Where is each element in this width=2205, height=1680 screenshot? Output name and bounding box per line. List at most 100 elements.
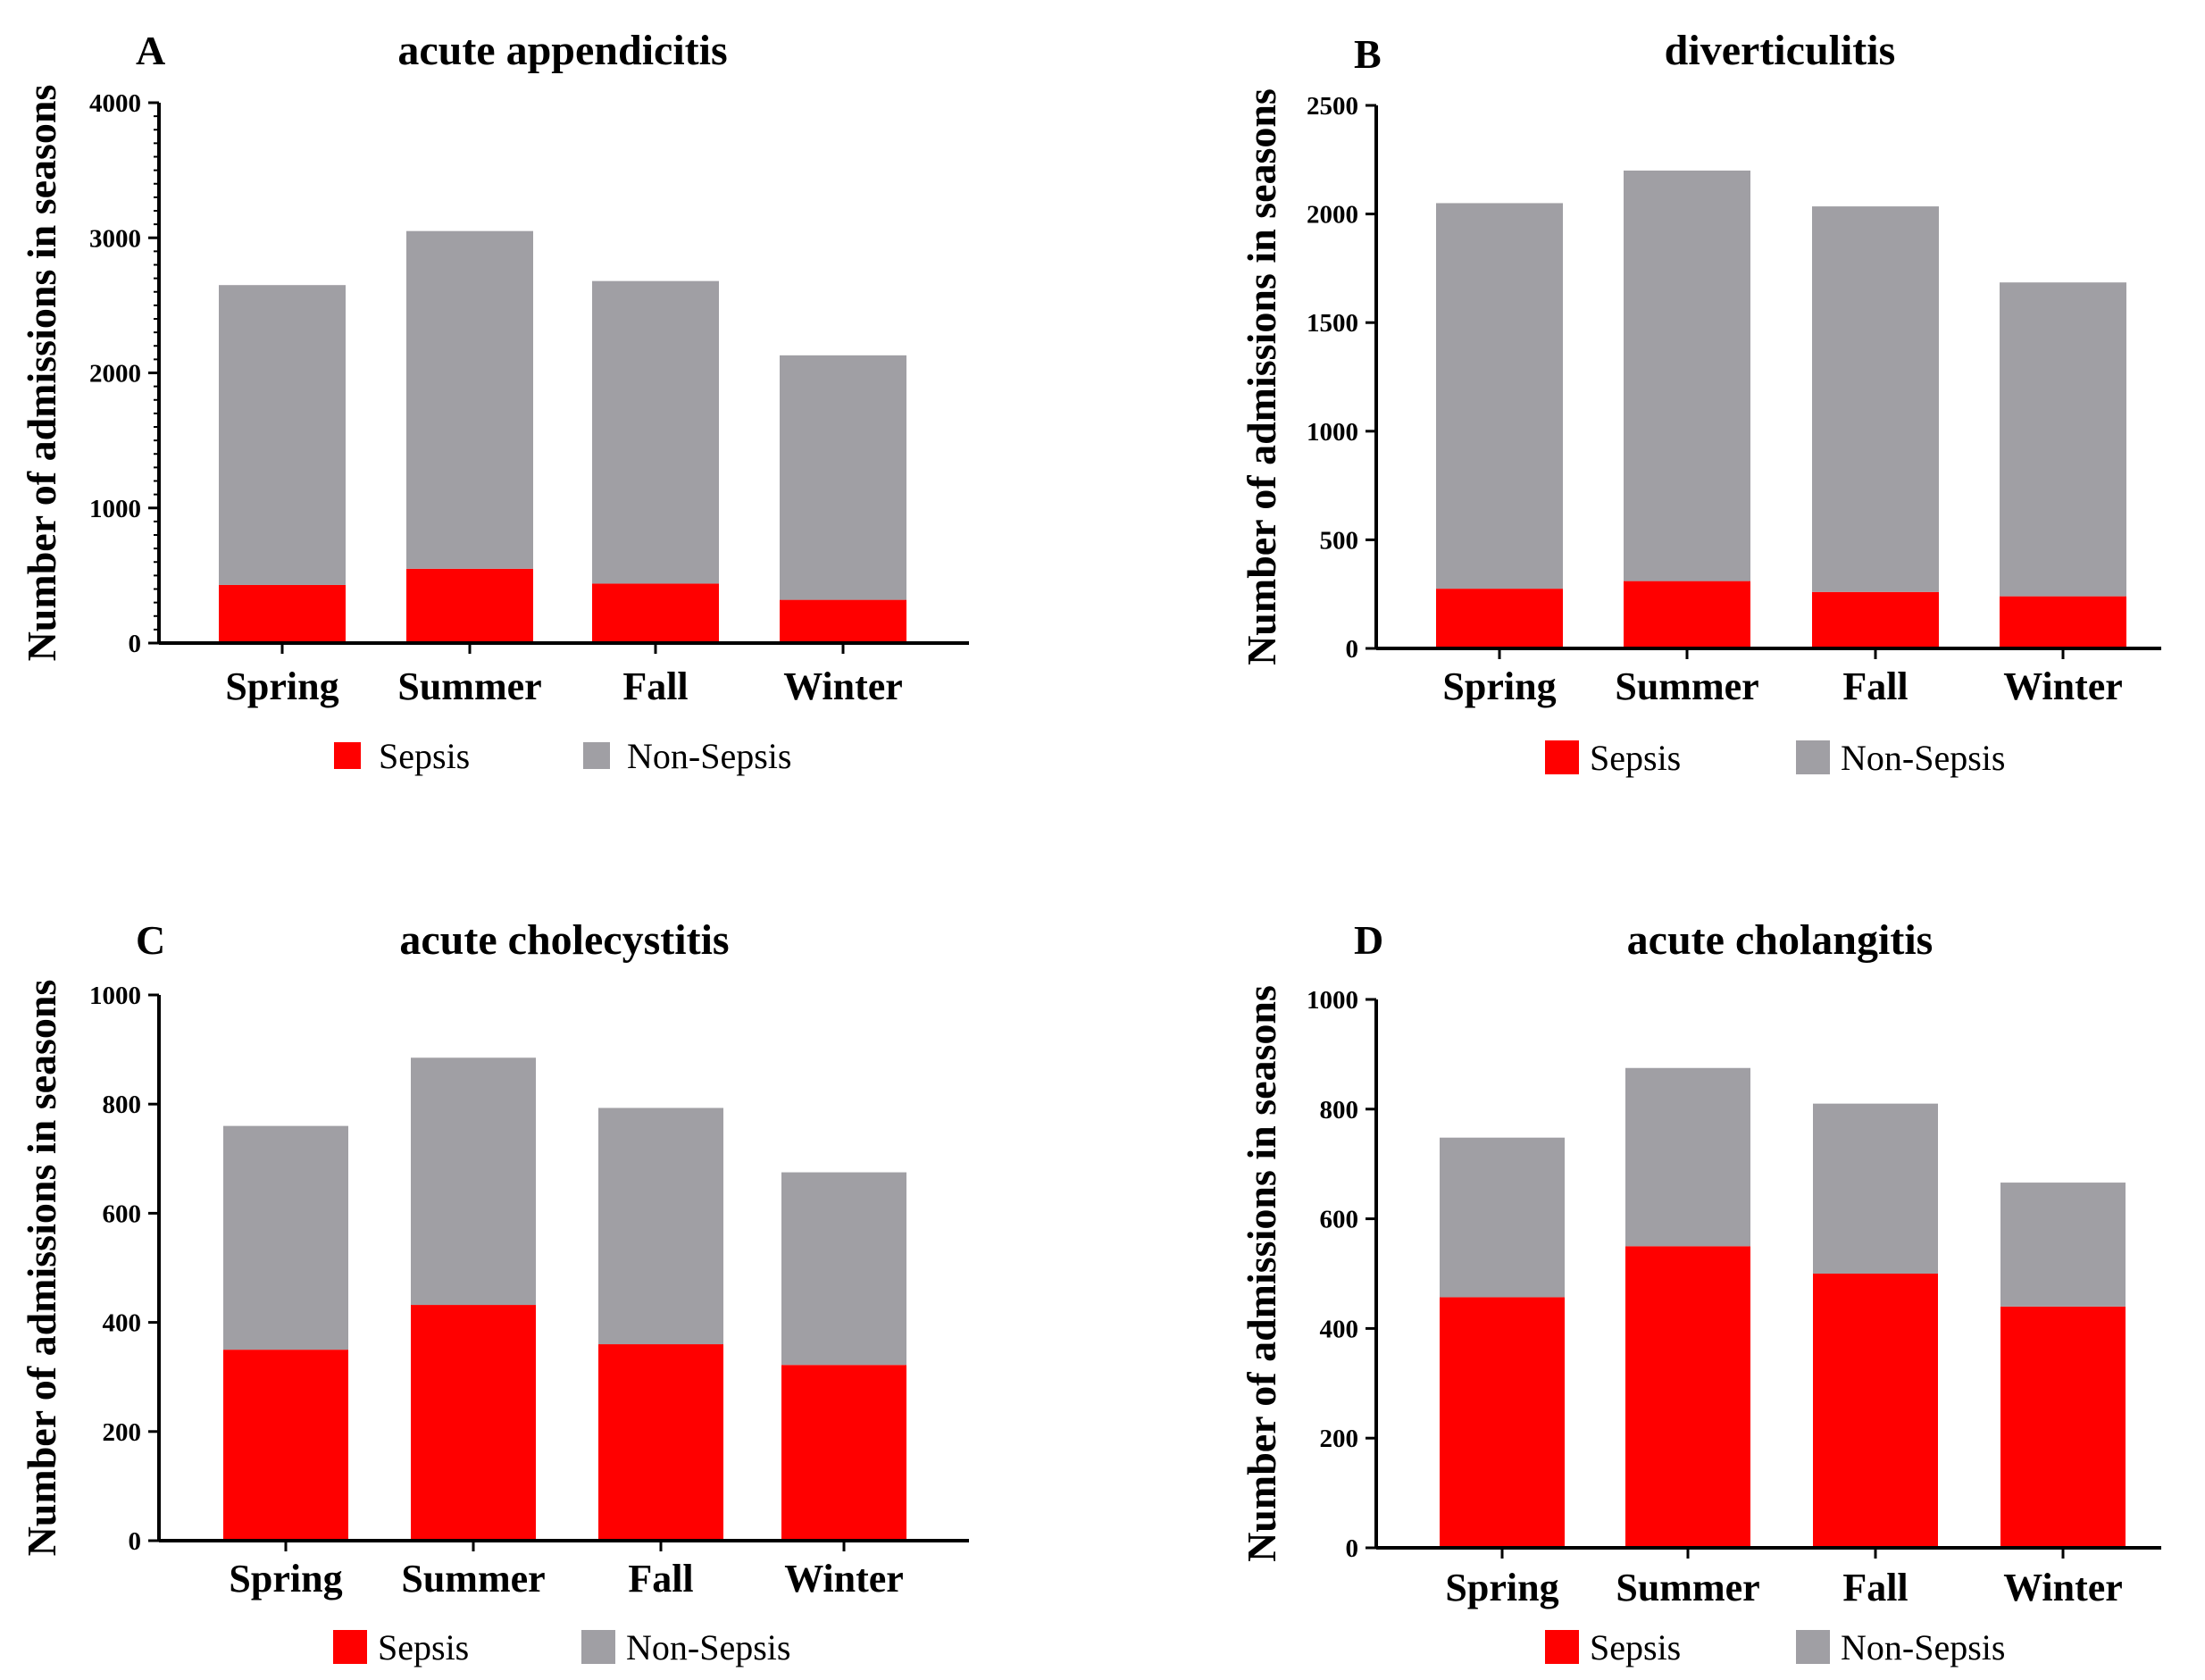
bar-non-sepsis-spring: [1436, 203, 1563, 589]
bar-sepsis-winter: [780, 599, 906, 643]
bar-non-sepsis-summer: [1625, 1067, 1750, 1247]
bar-sepsis-fall: [592, 583, 719, 643]
bar-sepsis-fall: [1812, 591, 1939, 648]
bar-sepsis-summer: [406, 568, 533, 643]
y-tick-label: 600: [1320, 1206, 1359, 1234]
bar-sepsis-winter: [2000, 1306, 2126, 1548]
y-tick-label: 500: [1320, 526, 1359, 555]
bar-non-sepsis-winter: [780, 355, 906, 600]
bar-sepsis-summer: [411, 1305, 536, 1541]
y-tick-label: 2500: [1307, 92, 1358, 121]
chart-title: diverticulitis: [1665, 27, 1896, 74]
y-tick-label: 0: [1346, 635, 1359, 664]
y-tick-label: 800: [1320, 1096, 1359, 1124]
chart-title: acute appendicitis: [397, 27, 727, 74]
panel-letter: C: [136, 917, 165, 963]
bar-sepsis-summer: [1624, 581, 1750, 648]
legend-swatch-non-sepsis: [581, 1630, 615, 1664]
x-tick-label: Fall: [628, 1557, 693, 1601]
bar-non-sepsis-fall: [1812, 206, 1939, 592]
y-tick-label: 400: [1320, 1315, 1359, 1343]
y-tick-label: 1000: [1307, 986, 1358, 1015]
y-tick-label: 1500: [1307, 309, 1358, 338]
legend-swatch-non-sepsis: [1796, 740, 1830, 774]
panel-letter: A: [136, 28, 165, 73]
x-tick-label: Spring: [229, 1557, 342, 1601]
panel-letter: B: [1354, 31, 1382, 77]
x-tick-label: Summer: [401, 1557, 545, 1601]
legend-swatch-sepsis: [1545, 740, 1579, 774]
bar-non-sepsis-summer: [406, 230, 533, 569]
x-tick-label: Fall: [1842, 1566, 1908, 1609]
bar-sepsis-fall: [1813, 1274, 1938, 1548]
bar-non-sepsis-spring: [1440, 1137, 1565, 1298]
bar-non-sepsis-fall: [1813, 1103, 1938, 1274]
bar-sepsis-spring: [223, 1350, 348, 1541]
legend: Sepsis Non-Sepsis: [1545, 1627, 2005, 1667]
bar-non-sepsis-winter: [781, 1172, 906, 1366]
y-tick-label: 4000: [89, 89, 141, 118]
y-tick-label: 0: [129, 1527, 142, 1556]
legend-swatch-non-sepsis: [1796, 1630, 1830, 1664]
bar-non-sepsis-spring: [223, 1125, 348, 1350]
bar-non-sepsis-summer: [411, 1057, 536, 1306]
y-axis-label: Number of admissions in seasons: [1239, 985, 1284, 1562]
y-tick-label: 3000: [89, 224, 141, 253]
legend-label-sepsis: Sepsis: [379, 736, 470, 776]
bar-sepsis-spring: [219, 584, 346, 643]
legend-label-sepsis: Sepsis: [378, 1627, 469, 1667]
chart-title: acute cholangitis: [1627, 916, 1934, 964]
panel-letter: D: [1354, 917, 1383, 963]
bar-non-sepsis-summer: [1624, 170, 1750, 581]
x-tick-label: Winter: [2003, 664, 2123, 708]
x-tick-label: Spring: [1442, 664, 1556, 708]
legend: Sepsis Non-Sepsis: [1545, 738, 2005, 778]
legend-label-non-sepsis: Non-Sepsis: [626, 1627, 790, 1667]
y-tick-label: 1000: [1307, 418, 1358, 447]
legend-label-non-sepsis: Non-Sepsis: [627, 736, 791, 776]
legend-swatch-non-sepsis: [583, 742, 610, 769]
y-tick-label: 0: [1346, 1534, 1359, 1563]
y-tick-label: 1000: [89, 982, 141, 1010]
x-tick-label: Summer: [397, 664, 541, 708]
bar-sepsis-spring: [1436, 589, 1563, 648]
bar-sepsis-spring: [1440, 1297, 1565, 1548]
y-axis-label: Number of admissions in seasons: [1239, 88, 1284, 665]
y-tick-label: 200: [1320, 1425, 1359, 1453]
x-tick-label: Winter: [783, 664, 903, 708]
bar-sepsis-winter: [781, 1365, 906, 1541]
legend-label-sepsis: Sepsis: [1590, 1627, 1681, 1667]
y-tick-label: 400: [103, 1309, 142, 1338]
y-axis-label: Number of admissions in seasons: [19, 980, 64, 1557]
legend-label-non-sepsis: Non-Sepsis: [1841, 738, 2005, 778]
x-tick-label: Fall: [1842, 664, 1908, 708]
y-tick-label: 0: [129, 630, 142, 658]
x-tick-label: Winter: [784, 1557, 904, 1601]
chart-title: acute cholecystitis: [399, 916, 729, 964]
legend-swatch-sepsis: [334, 742, 361, 769]
y-tick-label: 600: [103, 1199, 142, 1228]
bar-non-sepsis-fall: [598, 1107, 723, 1345]
bar-non-sepsis-fall: [592, 280, 719, 584]
legend-label-non-sepsis: Non-Sepsis: [1841, 1627, 2005, 1667]
y-tick-label: 200: [103, 1418, 142, 1447]
y-tick-label: 800: [103, 1091, 142, 1119]
x-tick-label: Winter: [2003, 1566, 2123, 1609]
x-tick-label: Spring: [1445, 1566, 1558, 1609]
bar-sepsis-winter: [2000, 596, 2126, 648]
bar-sepsis-fall: [598, 1344, 723, 1541]
y-tick-label: 1000: [89, 495, 141, 523]
x-tick-label: Fall: [622, 664, 688, 708]
legend-swatch-sepsis: [333, 1630, 367, 1664]
x-tick-label: Spring: [225, 664, 338, 708]
x-tick-label: Summer: [1615, 664, 1758, 708]
y-axis-label: Number of admissions in seasons: [19, 85, 64, 662]
legend: Sepsis Non-Sepsis: [334, 736, 791, 776]
bar-non-sepsis-spring: [219, 285, 346, 585]
legend: Sepsis Non-Sepsis: [333, 1627, 790, 1667]
